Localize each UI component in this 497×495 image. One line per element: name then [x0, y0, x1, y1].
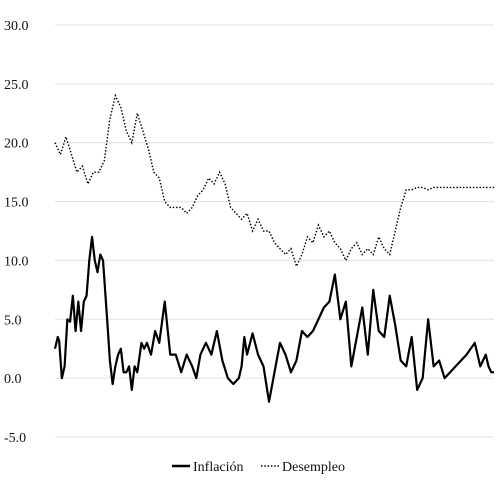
y-tick-label: 25.0 — [4, 78, 29, 93]
y-tick-label: 10.0 — [4, 254, 29, 269]
series-lines — [53, 93, 494, 403]
y-tick-label: 5.0 — [4, 313, 22, 328]
legend-label-desempleo: Desempleo — [282, 460, 345, 475]
series-line-desempleo — [54, 93, 494, 269]
y-tick-label: 0.0 — [4, 372, 22, 387]
legend-label-inflacion: Inflación — [193, 460, 244, 475]
grid-lines — [55, 24, 494, 438]
y-tick-label: 15.0 — [4, 196, 29, 211]
y-tick-label: 30.0 — [4, 19, 29, 34]
y-tick-label: -5.0 — [4, 431, 26, 446]
y-axis-tick-labels: 30.0 25.0 20.0 15.0 10.0 5.0 0.0 -5.0 — [4, 19, 29, 446]
legend: Inflación Desempleo — [172, 460, 345, 475]
y-tick-label: 20.0 — [4, 137, 29, 152]
series-line-inflacion — [53, 235, 494, 403]
